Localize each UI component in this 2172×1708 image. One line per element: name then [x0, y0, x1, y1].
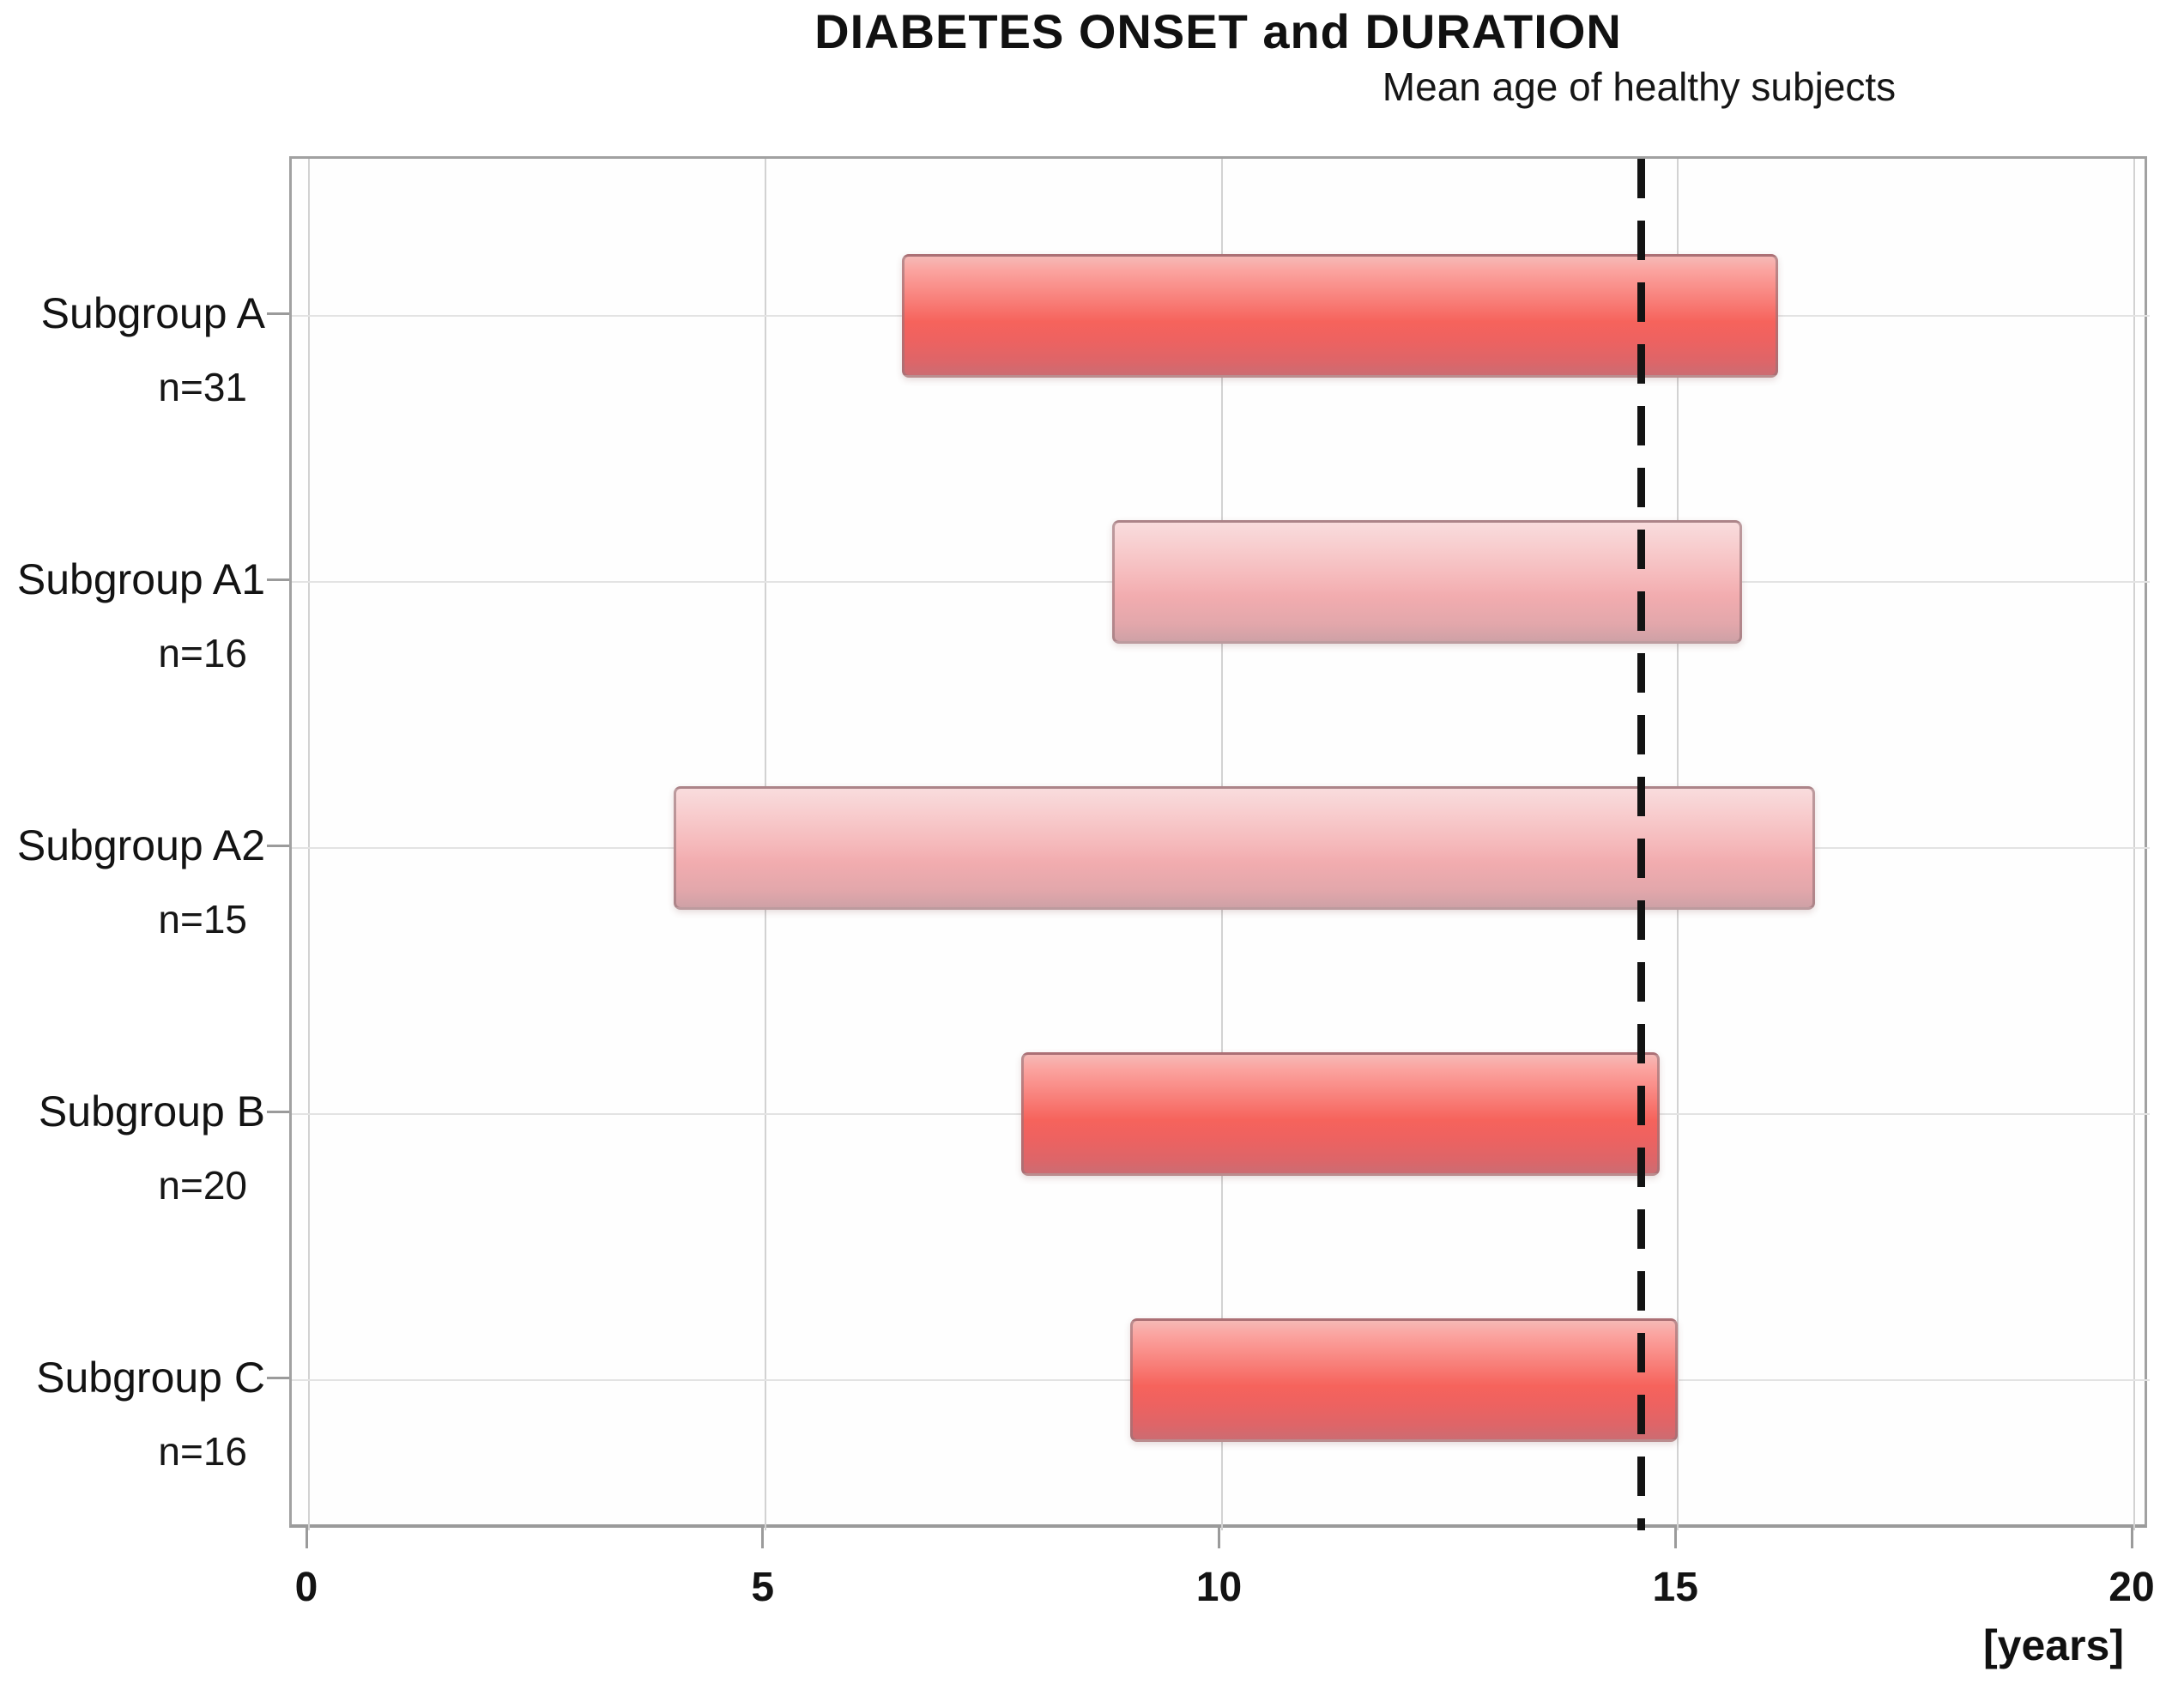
- range-bar-subgroup-b: [1020, 1052, 1660, 1176]
- y-axis-tick-1: [267, 578, 289, 581]
- range-bar-subgroup-c: [1130, 1318, 1679, 1442]
- x-axis-tick-20: [2130, 1528, 2133, 1548]
- y-axis-tick-3: [267, 1110, 289, 1113]
- x-axis-tick-label-20: 20: [2108, 1565, 2155, 1610]
- reference-line: [1637, 159, 1646, 1530]
- x-axis-unit-label: [years]: [1983, 1621, 2124, 1669]
- reference-line-label: Mean age of healthy subjects: [1382, 64, 1897, 109]
- x-axis-tick-label-10: 10: [1195, 1565, 1243, 1610]
- x-axis-tick-label-0: 0: [294, 1565, 318, 1610]
- range-bar-subgroup-a: [902, 254, 1779, 378]
- y-axis-tick-2: [267, 844, 289, 847]
- gridline-x-20: [2133, 159, 2135, 1530]
- y-axis-label-2: Subgroup A2: [16, 821, 265, 869]
- y-axis-label-0: Subgroup A: [40, 289, 265, 337]
- gridline-x-0: [308, 159, 310, 1530]
- y-axis-n-label-0: n=31: [158, 365, 247, 409]
- y-axis-label-4: Subgroup C: [36, 1354, 265, 1402]
- x-axis-tick-15: [1673, 1528, 1677, 1548]
- x-axis-tick-5: [761, 1528, 765, 1548]
- y-axis-label-3: Subgroup B: [38, 1087, 265, 1136]
- y-axis-tick-4: [267, 1376, 289, 1379]
- y-axis-label-1: Subgroup A1: [16, 555, 265, 603]
- y-axis-n-label-2: n=15: [158, 897, 247, 942]
- range-bar-subgroup-a1: [1111, 520, 1742, 644]
- x-axis-tick-label-15: 15: [1652, 1565, 1698, 1610]
- plot-area: [289, 156, 2150, 1530]
- x-axis-tick-10: [1218, 1528, 1220, 1548]
- chart-title: DIABETES ONSET and DURATION: [814, 4, 1622, 58]
- y-axis-tick-0: [267, 312, 289, 315]
- x-axis-tick-0: [305, 1528, 308, 1548]
- x-axis-tick-label-5: 5: [751, 1565, 775, 1610]
- y-axis-n-label-4: n=16: [158, 1429, 247, 1474]
- y-axis-n-label-1: n=16: [158, 631, 247, 675]
- range-bar-subgroup-a2: [674, 786, 1815, 910]
- y-axis-n-label-3: n=20: [158, 1163, 247, 1208]
